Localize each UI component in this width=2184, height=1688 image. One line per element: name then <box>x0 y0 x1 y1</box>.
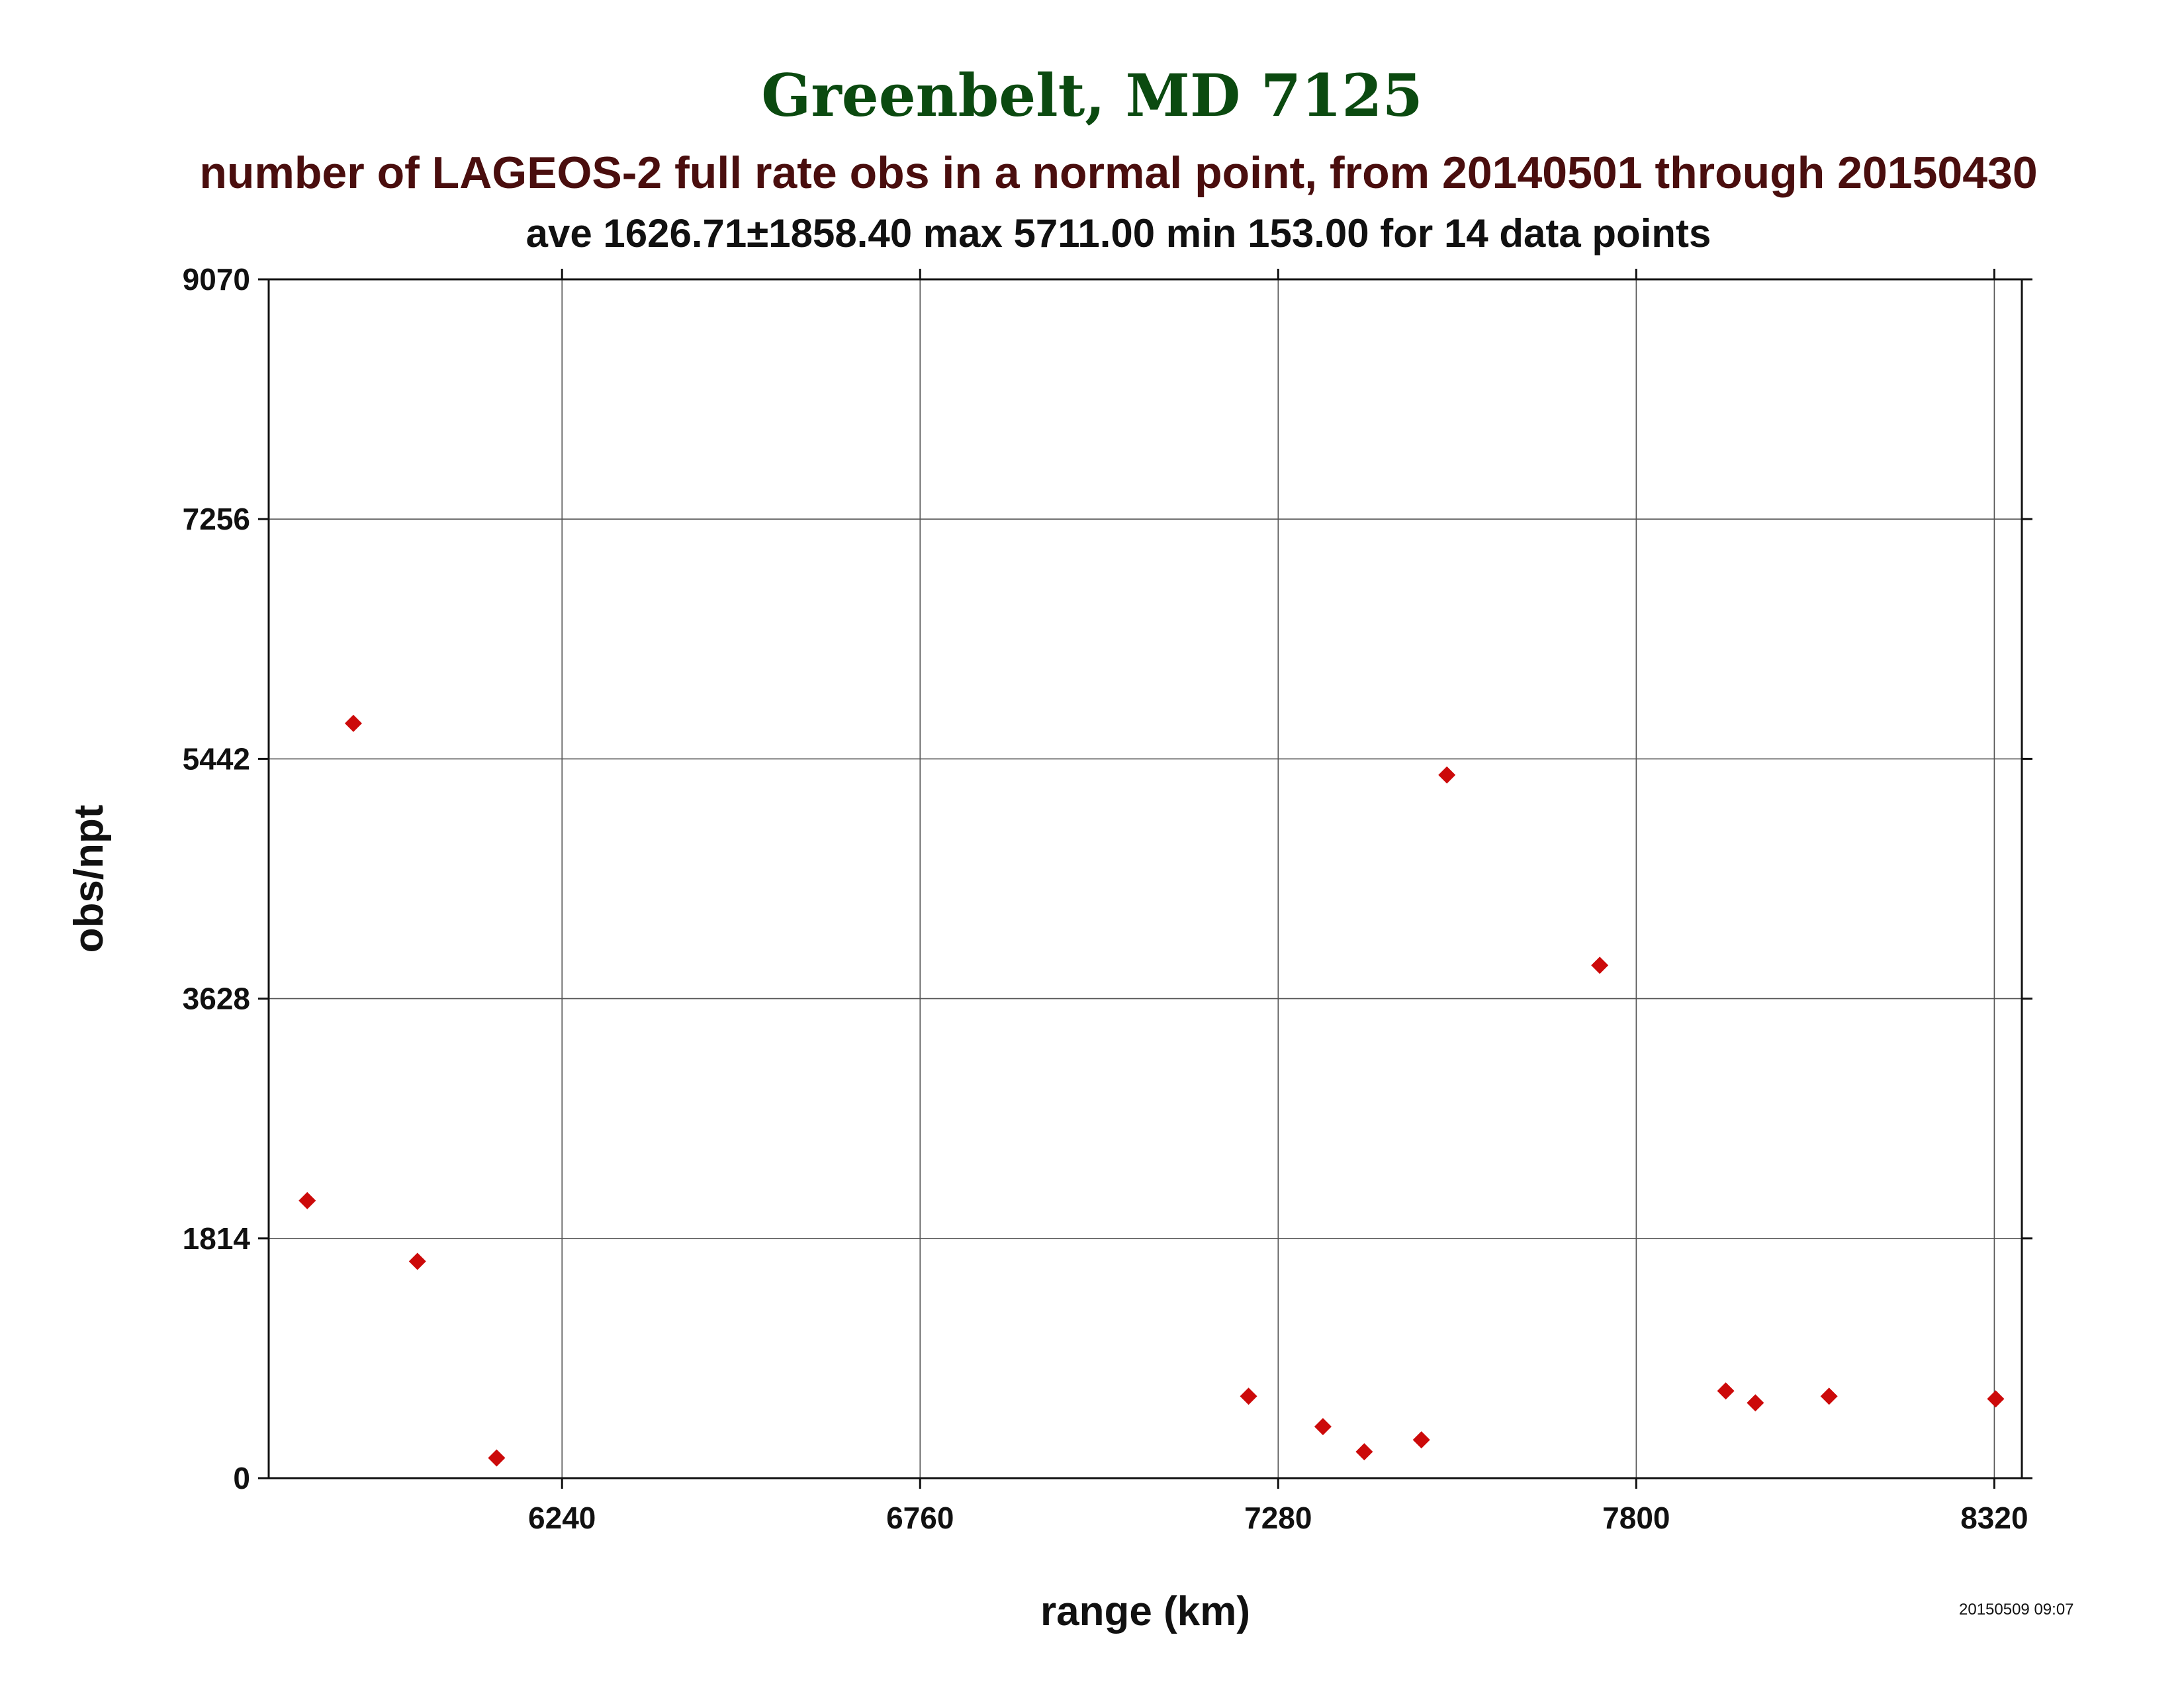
data-point <box>1438 766 1456 784</box>
y-tick-label: 5442 <box>183 741 250 776</box>
data-point <box>1412 1431 1430 1449</box>
chart-stats-line: ave 1626.71±1858.40 max 5711.00 min 153.… <box>525 211 1711 256</box>
x-tick-label: 8320 <box>1960 1501 2028 1535</box>
x-axis-title: range (km) <box>1040 1589 1250 1634</box>
x-tick-label: 6240 <box>528 1501 596 1535</box>
chart-subtitle: number of LAGEOS-2 full rate obs in a no… <box>199 148 2038 198</box>
y-tick-label: 1814 <box>183 1221 251 1256</box>
grid-layer <box>269 279 2022 1478</box>
data-point <box>408 1252 426 1270</box>
timestamp: 20150509 09:07 <box>1959 1601 2074 1618</box>
y-axis-title: obs/npt <box>66 805 112 953</box>
y-tick-label: 0 <box>233 1461 250 1495</box>
data-point <box>1240 1387 1257 1405</box>
y-tick-label: 7256 <box>183 502 250 536</box>
data-point <box>1314 1418 1332 1436</box>
data-point <box>488 1449 506 1467</box>
data-points <box>298 714 2005 1467</box>
data-point <box>1820 1387 1838 1405</box>
data-point <box>1717 1382 1735 1400</box>
data-point <box>1987 1390 2005 1408</box>
data-point <box>298 1192 316 1209</box>
data-point <box>1747 1394 1764 1412</box>
x-tick-label: 6760 <box>886 1501 954 1535</box>
data-point <box>1355 1443 1373 1461</box>
tick-layer: 6240 6760 7280 7800 8320 0 1814 3628 5442 7256 907… <box>183 262 2032 1535</box>
data-point <box>344 714 362 732</box>
chart-title: Greenbelt, MD 7125 <box>761 61 1423 130</box>
y-tick-label: 3628 <box>183 982 250 1016</box>
x-tick-label: 7800 <box>1602 1501 1670 1535</box>
plot-frame <box>267 278 2023 1479</box>
x-tick-label: 7280 <box>1244 1501 1312 1535</box>
data-point <box>1591 957 1609 974</box>
y-tick-label: 9070 <box>183 262 250 297</box>
